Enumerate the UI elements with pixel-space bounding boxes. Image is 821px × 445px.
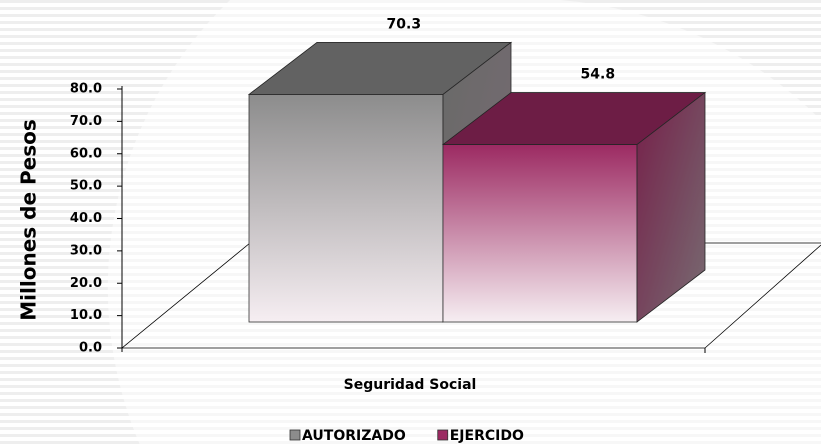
legend-label: AUTORIZADO — [302, 428, 406, 444]
y-tick-label: 80.0 — [70, 82, 102, 97]
y-tick-label: 60.0 — [70, 146, 102, 161]
x-tick-label: Seguridad Social — [344, 377, 477, 393]
bar-front — [248, 94, 444, 323]
y-tick-label: 50.0 — [70, 179, 102, 194]
y-tick-label: 40.0 — [70, 211, 102, 226]
legend-label: EJERCIDO — [450, 428, 524, 444]
bar-side — [636, 91, 706, 323]
legend-swatch — [289, 429, 301, 441]
data-label: 70.3 — [387, 16, 422, 32]
legend-swatch — [437, 429, 449, 441]
y-tick-label: 0.0 — [79, 341, 102, 356]
y-tick-label: 20.0 — [70, 276, 102, 291]
y-axis-title: Millones de Pesos — [17, 119, 41, 321]
data-label: 54.8 — [581, 67, 616, 83]
y-tick-label: 10.0 — [70, 308, 102, 323]
y-tick-label: 30.0 — [70, 243, 102, 258]
bar-front — [442, 144, 638, 323]
y-tick-label: 70.0 — [70, 114, 102, 129]
